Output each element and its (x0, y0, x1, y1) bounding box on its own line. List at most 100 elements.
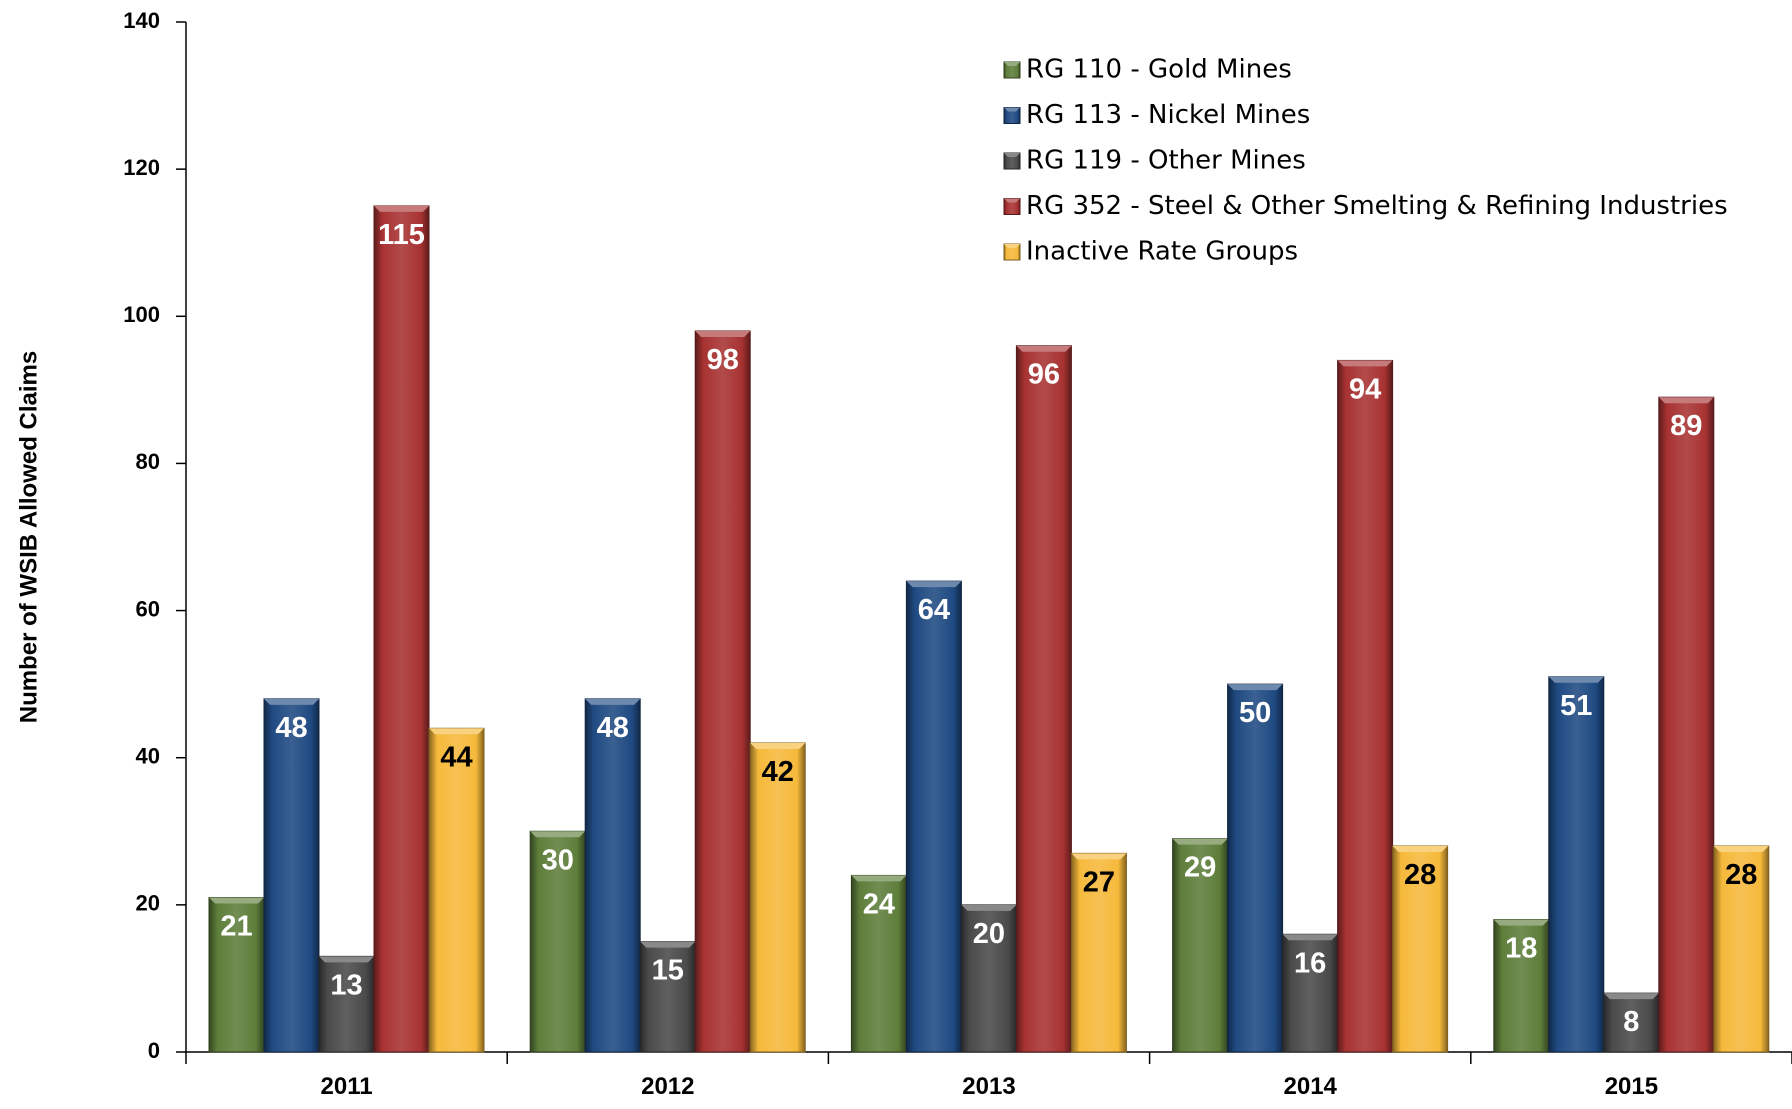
bar-top-bevel (695, 331, 751, 337)
bar-data-label: 29 (1184, 852, 1216, 884)
bar-top-bevel (1713, 846, 1769, 852)
bar (428, 727, 485, 1053)
bars: 21 30 24 29 18 48 48 64 50 51 13 15 20 16 8 115 98 96 94 89… (208, 205, 1770, 1053)
bar (1070, 852, 1127, 1053)
bar-data-label: 51 (1560, 690, 1592, 722)
bar (529, 830, 586, 1053)
bar-data-label: 15 (652, 955, 684, 987)
bar-top-bevel (374, 205, 429, 212)
bar-top-bevel (530, 831, 586, 838)
bar-data-label: 50 (1239, 697, 1271, 729)
bar-data-label: 94 (1349, 373, 1381, 405)
bar-top-bevel (209, 897, 264, 904)
bar-data-label: 30 (542, 844, 574, 876)
bar (318, 955, 375, 1053)
bar-data-label: 98 (707, 344, 739, 376)
bar-top-bevel (750, 743, 806, 749)
bar-top-bevel (1016, 345, 1072, 352)
bar (1015, 345, 1072, 1053)
bar (1172, 838, 1229, 1053)
legend-swatch-bevel (1004, 153, 1020, 157)
legend-swatch-bevel (1004, 198, 1020, 203)
bar-top-bevel (1172, 838, 1228, 845)
x-tick-label: 2012 (641, 1073, 694, 1100)
y-tick-label: 100 (123, 302, 160, 327)
bar (1337, 359, 1394, 1053)
bar-data-label: 64 (918, 594, 950, 626)
legend-swatch-bevel (1004, 62, 1020, 66)
bar-top-bevel (1603, 993, 1659, 1000)
bar-top-bevel (1071, 853, 1127, 860)
y-tick-label: 20 (136, 891, 160, 916)
bar-data-label: 28 (1725, 859, 1757, 891)
bar-data-label: 21 (220, 911, 252, 943)
bar-top-bevel (961, 904, 1017, 911)
bar-data-label: 115 (378, 219, 425, 251)
bar-top-bevel (851, 875, 907, 882)
bar-data-label: 48 (275, 712, 307, 744)
bar-data-label: 20 (973, 918, 1005, 950)
bar-top-bevel (1392, 846, 1448, 852)
bar (1227, 683, 1284, 1053)
bar-data-label: 18 (1505, 933, 1537, 965)
bar-top-bevel (1658, 397, 1714, 404)
bar (1603, 992, 1660, 1053)
bar-data-label: 96 (1028, 359, 1060, 391)
legend-label: RG 110 - Gold Mines (1026, 55, 1292, 85)
bar (1658, 396, 1715, 1053)
y-axis-label: Number of WSIB Allowed Claims (15, 351, 42, 723)
legend-label: RG 119 - Other Mines (1026, 146, 1306, 176)
bar-data-label: 42 (762, 756, 794, 788)
x-tick-label: 2014 (1284, 1073, 1338, 1100)
bar-data-label: 48 (597, 712, 629, 744)
legend-label: RG 352 - Steel & Other Smelting & Refini… (1026, 191, 1728, 221)
bar (1493, 919, 1550, 1053)
legend-swatch-bevel (1004, 107, 1020, 112)
legend-label: RG 113 - Nickel Mines (1026, 100, 1310, 130)
x-tick-label: 2011 (321, 1073, 373, 1100)
legend: RG 110 - Gold Mines RG 113 - Nickel Mines… (1003, 55, 1728, 267)
bar-top-bevel (319, 956, 374, 963)
bar (1713, 845, 1770, 1053)
bar-top-bevel (585, 698, 641, 705)
bar (1548, 676, 1605, 1053)
bar-top-bevel (906, 581, 962, 588)
x-tick-label: 2015 (1605, 1073, 1658, 1100)
bar-data-label: 8 (1623, 1006, 1639, 1038)
bar-data-label: 16 (1294, 947, 1326, 979)
bar-top-bevel (429, 728, 484, 735)
bar (263, 698, 320, 1053)
bar-top-bevel (1337, 360, 1393, 367)
legend-swatch-bevel (1004, 244, 1020, 248)
bar (850, 874, 907, 1053)
y-tick-label: 80 (136, 449, 160, 474)
bar-data-label: 89 (1670, 410, 1702, 442)
legend-label: Inactive Rate Groups (1026, 237, 1298, 267)
bar-data-label: 28 (1404, 859, 1436, 891)
x-tick-label: 2013 (962, 1073, 1015, 1100)
bar (905, 580, 962, 1053)
bar (373, 205, 430, 1053)
y-tick-label: 60 (136, 596, 160, 621)
bar (694, 330, 751, 1053)
bar-top-bevel (1282, 934, 1338, 941)
bar (1282, 933, 1339, 1053)
bar-data-label: 24 (863, 888, 895, 920)
bar (584, 698, 641, 1053)
bar (749, 742, 806, 1053)
y-tick-label: 0 (148, 1038, 160, 1063)
y-tick-label: 40 (136, 744, 160, 769)
bar-top-bevel (1548, 676, 1604, 683)
bar (639, 941, 696, 1053)
bar-top-bevel (264, 698, 319, 705)
y-tick-label: 120 (123, 155, 160, 180)
bar-top-bevel (1493, 919, 1549, 926)
bar-top-bevel (1227, 684, 1283, 691)
bar (1392, 845, 1449, 1053)
bar-data-label: 27 (1083, 866, 1115, 898)
y-tick-label: 140 (123, 8, 160, 33)
bar-top-bevel (640, 941, 696, 948)
bar (960, 904, 1017, 1053)
